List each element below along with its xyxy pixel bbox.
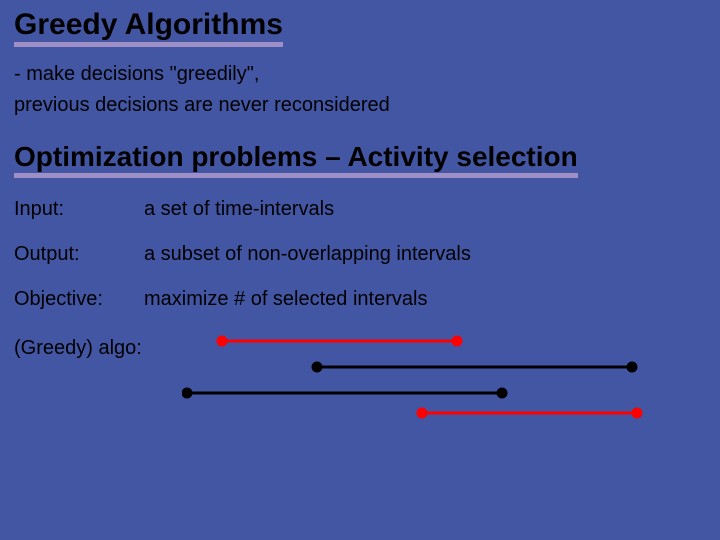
row-output: Output: a subset of non-overlapping inte… bbox=[14, 243, 706, 266]
algo-row: (Greedy) algo: bbox=[14, 333, 706, 423]
algo-label: (Greedy) algo: bbox=[14, 333, 142, 360]
input-text: a set of time-intervals bbox=[144, 198, 334, 221]
slide-subtitle: Optimization problems – Activity selecti… bbox=[14, 141, 578, 178]
desc-line-2: previous decisions are never reconsidere… bbox=[14, 92, 706, 119]
output-text: a subset of non-overlapping intervals bbox=[144, 243, 471, 266]
objective-text: maximize # of selected intervals bbox=[144, 288, 427, 311]
row-input: Input: a set of time-intervals bbox=[14, 198, 706, 221]
row-objective: Objective: maximize # of selected interv… bbox=[14, 288, 706, 311]
interval-diagram bbox=[182, 333, 652, 423]
desc-line-1: - make decisions "greedily", bbox=[14, 61, 706, 88]
slide-title: Greedy Algorithms bbox=[14, 8, 283, 47]
interval-svg bbox=[182, 333, 652, 423]
objective-label: Objective: bbox=[14, 288, 144, 311]
output-label: Output: bbox=[14, 243, 144, 266]
input-label: Input: bbox=[14, 198, 144, 221]
